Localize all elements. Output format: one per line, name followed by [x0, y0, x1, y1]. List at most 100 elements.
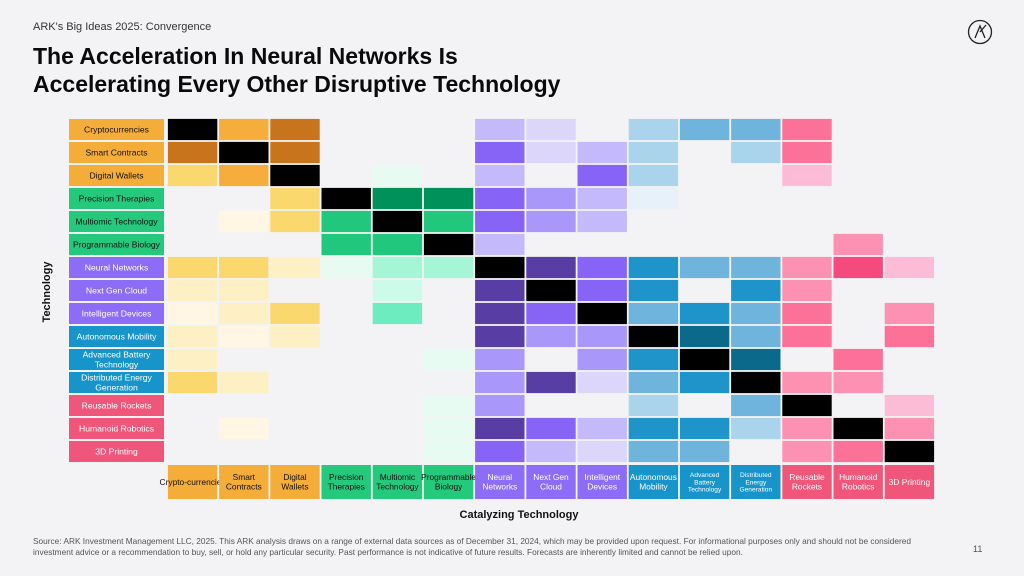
heatmap-cell: [679, 256, 730, 279]
row-label: Multiomic Technology: [76, 217, 159, 227]
row-label-bg: [69, 441, 164, 462]
heatmap-cell: [167, 141, 218, 164]
row-label: Neural Networks: [85, 263, 149, 273]
heatmap-cell: [219, 417, 269, 440]
column-label-bg: [475, 465, 525, 499]
heatmap-cell: [577, 417, 627, 440]
row-label: Programmable Biology: [73, 240, 161, 250]
heatmap-cell: [372, 256, 423, 279]
column-label-bg: [423, 465, 474, 499]
heatmap-cell: [475, 141, 525, 164]
heatmap-cell: [577, 256, 627, 279]
heatmap-cell: [167, 279, 218, 302]
column-label-bg: [628, 465, 679, 499]
heatmap-cell: [475, 302, 525, 325]
heatmap-cell: [731, 302, 781, 325]
heatmap-cell: [628, 325, 679, 348]
heatmap-cell: [219, 164, 269, 187]
heatmap-cell: [731, 417, 781, 440]
row-label: Next Gen Cloud: [86, 286, 147, 296]
row-label-bg: [69, 188, 164, 209]
column-label: Multiomic Technology: [376, 472, 419, 491]
row-label: Distributed Energy Generation: [81, 373, 152, 393]
heatmap-cell: [679, 440, 730, 463]
heatmap-cell: [270, 210, 320, 233]
row-label: Advanced Battery Technology: [83, 350, 152, 370]
heatmap-cell: [731, 256, 781, 279]
heatmap-cell: [526, 141, 576, 164]
heatmap-cell: [219, 371, 269, 394]
row-label: Digital Wallets: [89, 171, 143, 181]
heatmap-cell: [270, 141, 320, 164]
heatmap-cell: [475, 325, 525, 348]
row-label-bg: [69, 234, 164, 255]
heatmap-cell: [321, 233, 371, 256]
heatmap-cell: [167, 371, 218, 394]
row-label-bg: [69, 303, 164, 324]
column-label: Autonomous Mobility: [630, 472, 677, 491]
heatmap-cell: [628, 440, 679, 463]
heatmap-cell: [833, 233, 883, 256]
heatmap-cell: [372, 279, 423, 302]
heatmap-cell: [833, 371, 883, 394]
row-label: Humanoid Robotics: [79, 424, 154, 434]
heatmap-cell: [526, 371, 576, 394]
heatmap-cell: [321, 210, 371, 233]
column-label-bg: [219, 465, 269, 499]
heatmap-cell: [219, 279, 269, 302]
heatmap-cell: [270, 256, 320, 279]
page-title: The Acceleration In Neural Networks Is A…: [33, 42, 560, 98]
heatmap-cell: [679, 118, 730, 141]
row-label: Reusable Rockets: [82, 401, 152, 411]
heatmap-cell: [577, 348, 627, 371]
row-label-bg: [69, 142, 164, 163]
column-label-bg: [577, 465, 627, 499]
heatmap-cell: [475, 233, 525, 256]
heatmap-cell: [526, 118, 576, 141]
heatmap-cell: [475, 210, 525, 233]
column-label: Humanoid Robotics: [839, 472, 878, 491]
y-axis-label: Technology: [41, 261, 53, 323]
heatmap-cell: [475, 187, 525, 210]
heatmap-cell: [782, 302, 832, 325]
heatmap-cell: [577, 440, 627, 463]
heatmap-cell: [731, 118, 781, 141]
heatmap-cell: [167, 118, 218, 141]
heatmap-cell: [270, 325, 320, 348]
heatmap-cell: [372, 210, 423, 233]
heatmap-cell: [833, 348, 883, 371]
column-label: Advanced Battery Technology: [688, 472, 722, 494]
row-label-bg: [69, 418, 164, 439]
heatmap-cell: [782, 164, 832, 187]
ark-logo-icon: [967, 19, 993, 45]
row-label: Intelligent Devices: [82, 309, 152, 319]
heatmap-cell: [475, 256, 525, 279]
heatmap-cell: [628, 141, 679, 164]
heatmap-cell: [628, 164, 679, 187]
row-label-bg: [69, 326, 164, 347]
heatmap-cell: [526, 187, 576, 210]
row-label: Autonomous Mobility: [77, 332, 157, 342]
heatmap-cell: [219, 302, 269, 325]
heatmap-cell: [884, 256, 935, 279]
heatmap-cell: [782, 440, 832, 463]
deck-subtitle: ARK's Big Ideas 2025: Convergence: [33, 21, 212, 33]
heatmap-cell: [526, 417, 576, 440]
heatmap-cell: [372, 302, 423, 325]
column-label: Crypto-currencies: [160, 477, 226, 487]
heatmap-cell: [321, 256, 371, 279]
heatmap-cell: [475, 279, 525, 302]
column-label-bg: [833, 465, 883, 499]
heatmap-cell: [782, 279, 832, 302]
title-line-1: The Acceleration In Neural Networks Is: [33, 43, 458, 69]
column-label-bg: [526, 465, 576, 499]
heatmap-cell: [526, 325, 576, 348]
column-label-bg: [321, 465, 371, 499]
column-label-bg: [270, 465, 320, 499]
heatmap-cell: [731, 325, 781, 348]
row-label: Precision Therapies: [79, 194, 155, 204]
heatmap-cell: [475, 118, 525, 141]
heatmap-cell: [475, 394, 525, 417]
heatmap-cell: [270, 187, 320, 210]
heatmap-cell: [423, 233, 474, 256]
